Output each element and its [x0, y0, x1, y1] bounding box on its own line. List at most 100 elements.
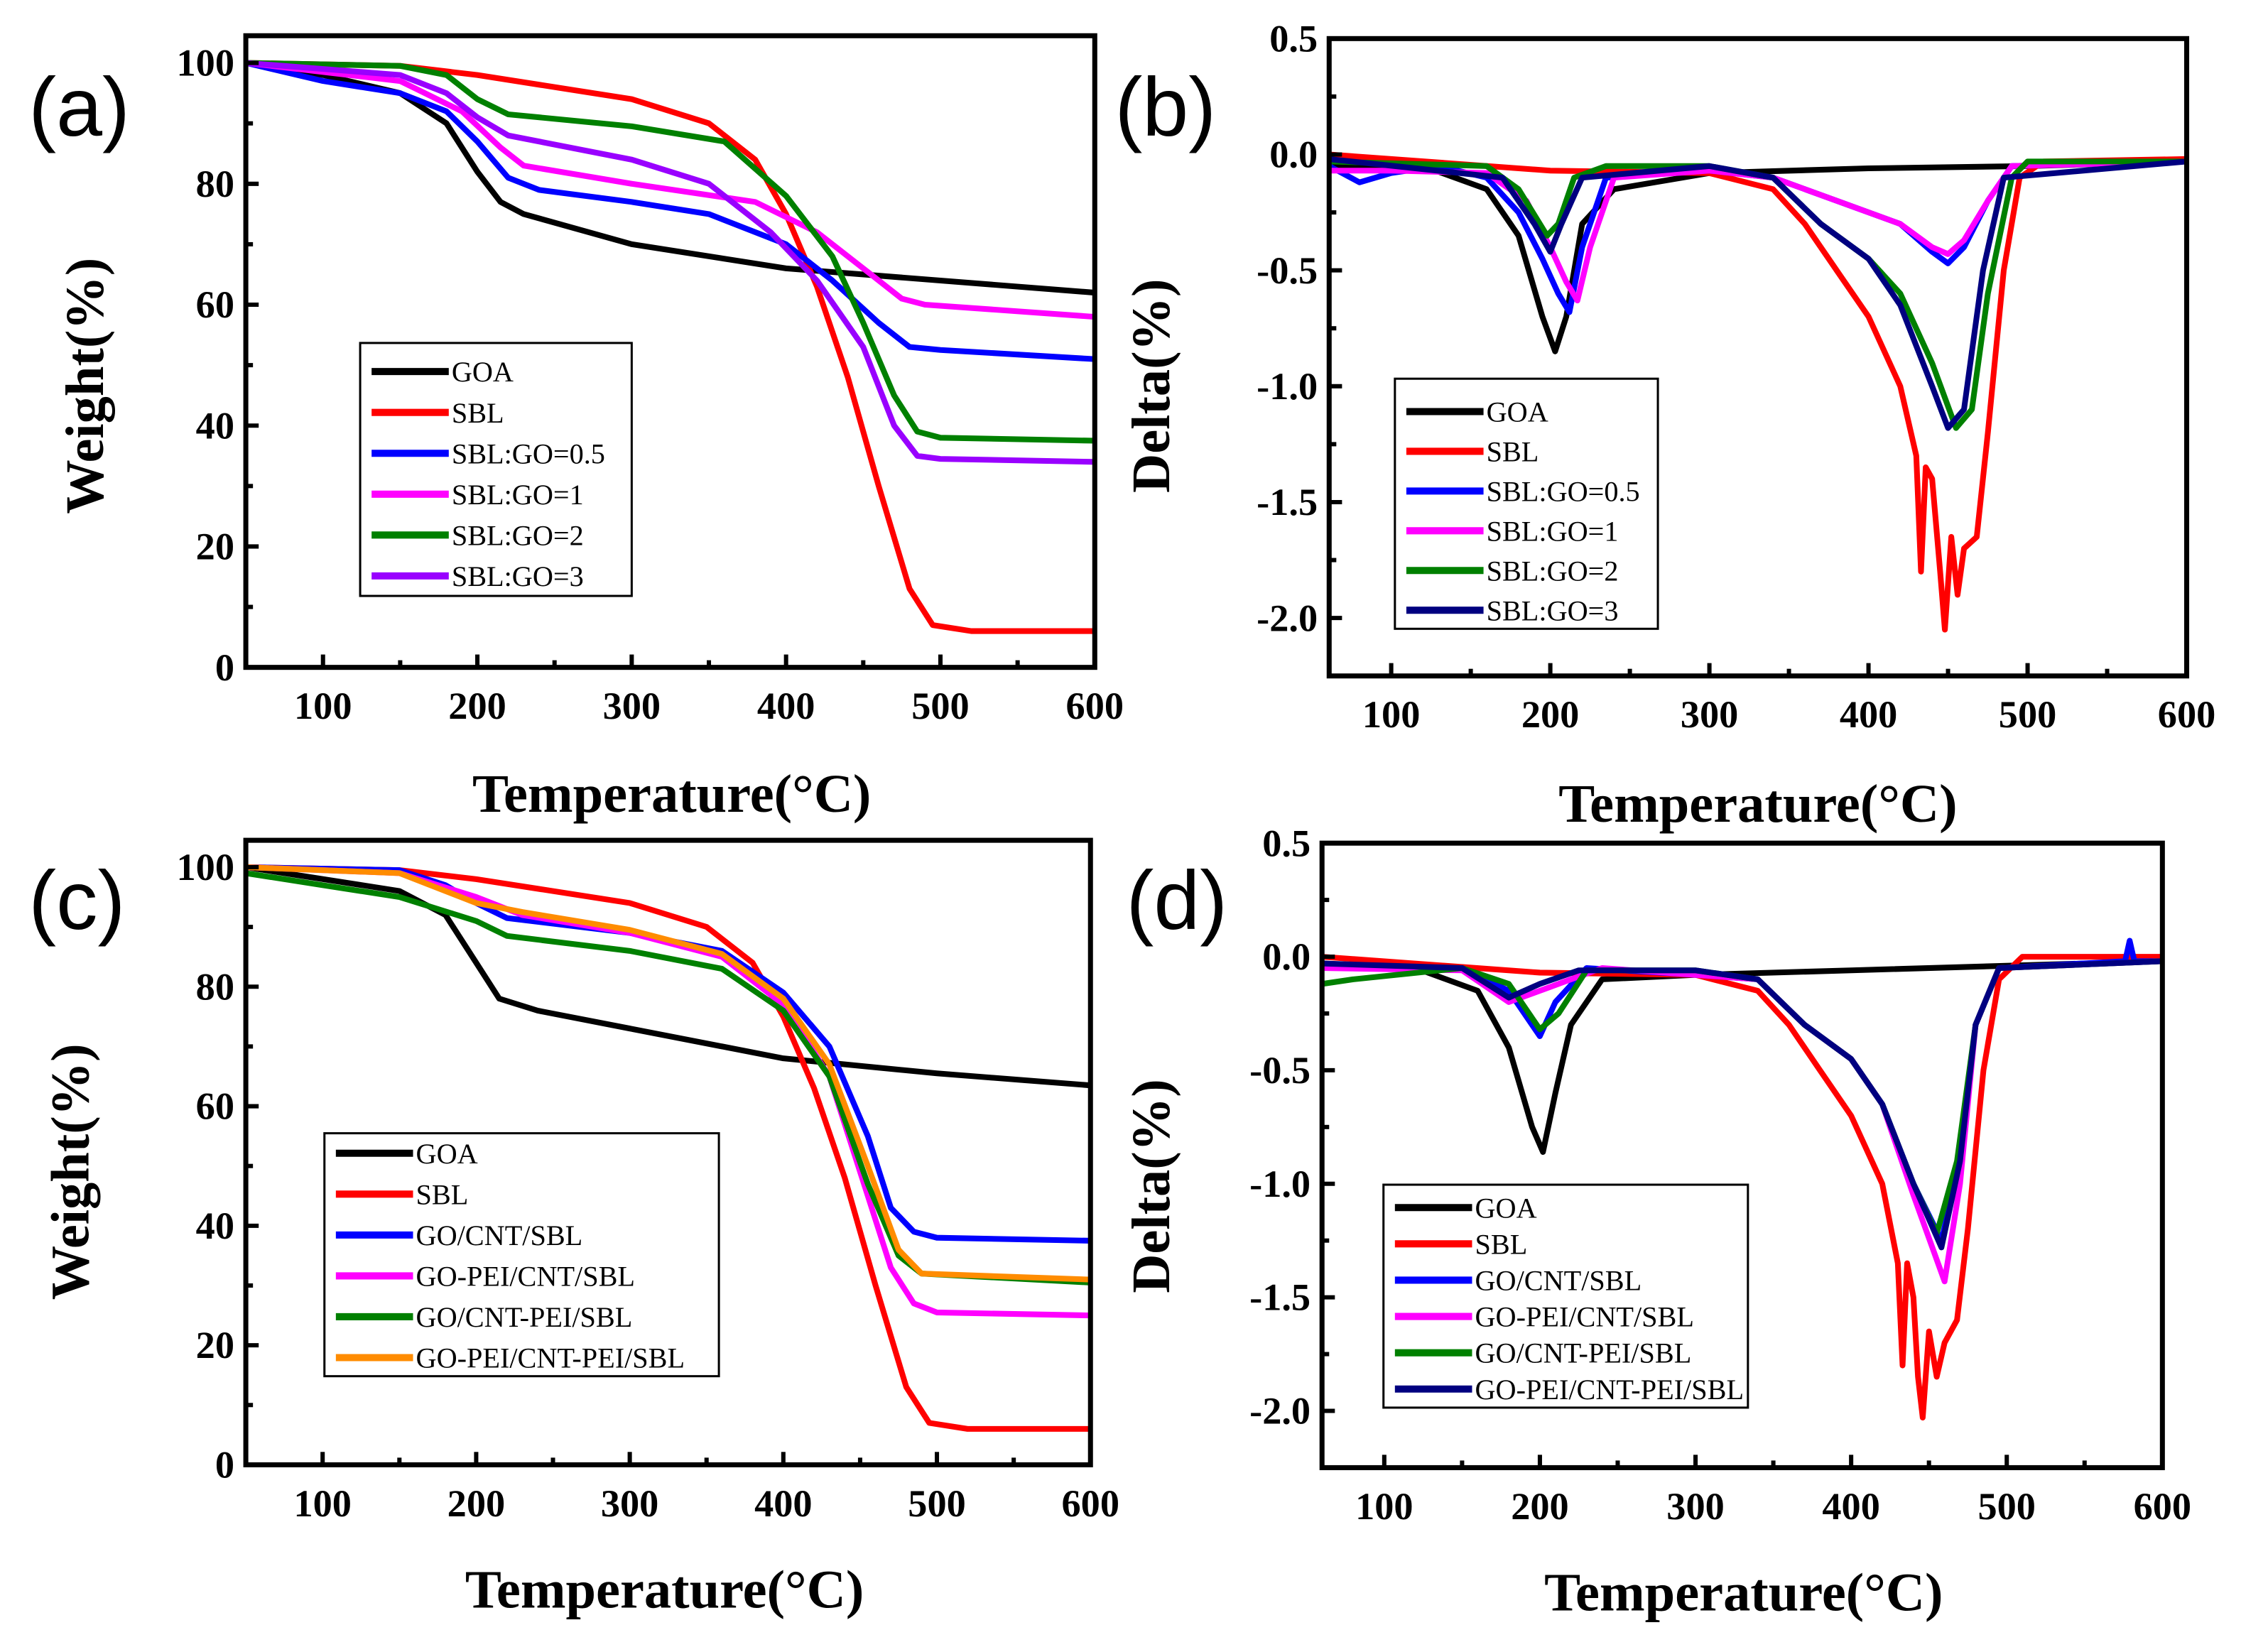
x-tick-label: 400 — [757, 685, 815, 727]
legend-item: SBL — [1394, 1228, 1527, 1260]
x-tick-label: 100 — [294, 685, 352, 727]
x-tick-label: 300 — [603, 685, 661, 727]
chart-panel-d: 100 200 300 400 500 600 -2.0 -1.5 -1.0 -0.5 0.0 0.5… — [1121, 822, 2191, 1622]
plot-frame — [243, 837, 1093, 1467]
x-tick-label: 200 — [1521, 693, 1579, 736]
y-tick-label: 100 — [177, 42, 234, 85]
legend-label: GO/CNT-PEI/SBL — [1475, 1337, 1692, 1369]
x-tick-label: 400 — [1822, 1485, 1879, 1528]
x-tick-label: 200 — [448, 685, 506, 727]
legend-label: SBL — [452, 397, 504, 429]
y-tick-label: -0.5 — [1257, 249, 1318, 292]
legend: GOA SBL GO/CNT/SBL GO-PEI/CNT/SBL GO/CNT-PEI… — [323, 1132, 720, 1378]
x-tick-label: 500 — [1977, 1485, 2035, 1528]
series-line-go-cnt-pei-sbl — [246, 870, 1091, 1286]
x-axis-title: Temperature(°C) — [1544, 1563, 1943, 1623]
legend-item: SBL — [1406, 436, 1539, 468]
legend-item: SBL:GO=0.5 — [371, 438, 605, 469]
legend-item: GO-PEI/CNT/SBL — [1394, 1301, 1694, 1333]
y-tick-label: 0.5 — [1262, 822, 1311, 864]
legend-label: SBL:GO=0.5 — [452, 438, 605, 469]
series-group — [1329, 151, 2187, 633]
legend-label: GO/CNT/SBL — [416, 1219, 583, 1251]
legend-item: SBL — [371, 397, 504, 429]
x-tick-label: 300 — [601, 1482, 658, 1525]
x-axis-title: Temperature(°C) — [465, 1560, 864, 1620]
plot-frame — [1326, 36, 2190, 679]
series-line-goa — [246, 60, 1095, 296]
x-tick-label: 600 — [1062, 1482, 1119, 1525]
legend-box — [1382, 1183, 1749, 1409]
legend-box — [323, 1132, 720, 1378]
legend-label: SBL:GO=3 — [1487, 594, 1619, 626]
x-tick-label: 500 — [908, 1482, 965, 1525]
panel-label: (a) — [28, 60, 130, 153]
legend-label: SBL:GO=0.5 — [1487, 475, 1640, 507]
series-line-sbl — [246, 864, 1091, 1432]
legend-item: SBL:GO=1 — [1406, 515, 1619, 547]
series-line-goa — [246, 864, 1091, 1089]
y-tick-label: 0.0 — [1269, 134, 1318, 176]
legend-label: SBL:GO=1 — [452, 479, 584, 511]
x-tick-label: 100 — [293, 1482, 351, 1525]
legend-label: GOA — [1487, 396, 1548, 428]
legend-label: GOA — [416, 1138, 478, 1170]
chart-panel-b: 100 200 300 400 500 600 -2.0 -1.5 -1.0 -0.5 0.0 0.5… — [1114, 17, 2215, 834]
legend-item: GO-PEI/CNT-PEI/SBL — [1394, 1374, 1744, 1406]
y-axis-title: Weight(%) — [55, 258, 115, 514]
series-line-sbl-go-0-5 — [246, 60, 1095, 362]
chart-panel-c: 100 200 300 400 500 600 0 20 40 60 80 100 Temperatur… — [28, 837, 1119, 1620]
series-line-sbl — [1329, 151, 2187, 633]
panel-label: (c) — [28, 854, 125, 947]
legend-item: GO/CNT-PEI/SBL — [335, 1301, 633, 1333]
x-axis-title: Temperature(°C) — [472, 763, 871, 824]
plot-frame — [1319, 840, 2165, 1470]
x-tick-label: 600 — [2158, 693, 2215, 736]
series-line-sbl-go-1 — [246, 60, 1095, 320]
y-tick-label: 40 — [196, 1205, 234, 1247]
legend: GOA SBL GO/CNT/SBL GO-PEI/CNT/SBL GO/CNT-PEI… — [1382, 1183, 1749, 1409]
legend-label: SBL — [416, 1178, 469, 1210]
series-line-sbl-go-3 — [246, 60, 1095, 465]
x-tick-label: 100 — [1362, 693, 1420, 736]
plot-frame — [243, 33, 1097, 670]
legend-label: GO/CNT/SBL — [1475, 1265, 1642, 1297]
y-tick-label: -2.0 — [1249, 1390, 1311, 1433]
chart-panel-a: 100 200 300 400 500 600 0 20 40 60 80 100 Temperatur… — [28, 33, 1124, 824]
legend-label: SBL:GO=3 — [452, 560, 584, 592]
legend-item: GOA — [1406, 396, 1548, 428]
series-line-sbl — [246, 60, 1095, 634]
legend-label: GO/CNT-PEI/SBL — [416, 1301, 633, 1333]
x-tick-label: 300 — [1666, 1485, 1724, 1528]
y-axis-title: Delta(%) — [1121, 1079, 1181, 1293]
y-tick-label: 0 — [215, 646, 234, 689]
series-line-sbl-go-1 — [1329, 158, 2187, 304]
legend-item: GO-PEI/CNT/SBL — [335, 1260, 635, 1292]
series-line-goa — [1329, 158, 2187, 354]
y-axis-title: Delta(%) — [1121, 279, 1181, 493]
legend-label: SBL:GO=1 — [1487, 515, 1619, 547]
y-tick-label: 0.5 — [1269, 17, 1318, 60]
series-group — [246, 60, 1095, 634]
series-line-go-pei-cnt-sbl — [246, 864, 1091, 1319]
legend-item: SBL:GO=2 — [1406, 555, 1619, 587]
y-tick-label: 0.0 — [1262, 935, 1311, 978]
x-tick-label: 100 — [1355, 1485, 1413, 1528]
legend-label: GOA — [452, 356, 514, 388]
panel-label: (d) — [1127, 854, 1228, 947]
legend-label: GO-PEI/CNT-PEI/SBL — [1475, 1374, 1744, 1406]
y-tick-label: -1.0 — [1249, 1163, 1311, 1205]
legend-label: SBL:GO=2 — [1487, 555, 1619, 587]
y-tick-label: 60 — [196, 283, 234, 326]
series-line-go-pei-cnt-pei-sbl — [1322, 958, 2163, 1251]
series-line-go-pei-cnt-pei-sbl — [246, 864, 1091, 1283]
legend-item: GO/CNT-PEI/SBL — [1394, 1337, 1692, 1369]
series-line-goa — [1322, 958, 2163, 1155]
legend-label: GO-PEI/CNT/SBL — [1475, 1301, 1694, 1333]
legend-label: GOA — [1475, 1192, 1537, 1224]
legend-item: SBL:GO=0.5 — [1406, 475, 1640, 507]
y-axis-title: Weight(%) — [40, 1043, 101, 1300]
legend-item: GO/CNT/SBL — [1394, 1265, 1642, 1297]
y-tick-label: -2.0 — [1257, 597, 1318, 639]
